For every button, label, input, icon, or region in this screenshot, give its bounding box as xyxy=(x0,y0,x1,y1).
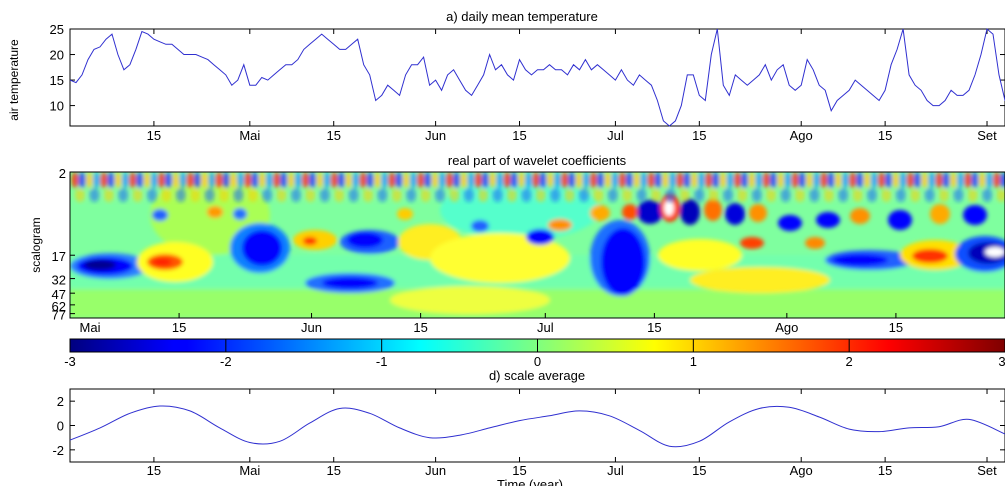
temperature-x-ticks: 15 Mai 15 Jun 15 Jul 15 Ago 15 Set xyxy=(147,29,997,143)
temperature-y-tick-label: 15 xyxy=(50,73,64,88)
temperature-x-tick-label: Jul xyxy=(607,128,624,143)
wavelet-panel: real part of wavelet coefficients scalog… xyxy=(29,153,1005,369)
temperature-y-ticks: 10 15 20 25 xyxy=(50,22,1005,114)
wavelet-y-tick-label: 32 xyxy=(52,273,66,288)
scale-average-x-tick-label: Jun xyxy=(425,463,446,478)
scale-average-x-tick-label: Set xyxy=(977,463,997,478)
scale-average-y-tick-label: -2 xyxy=(52,443,64,458)
wavelet-x-tick-label: 15 xyxy=(172,320,186,335)
scale-average-line xyxy=(69,405,1005,448)
scale-average-x-tick-label: 15 xyxy=(147,463,161,478)
temperature-x-tick-label: Set xyxy=(977,128,997,143)
scale-average-x-tick-label: 15 xyxy=(878,463,892,478)
wavelet-x-tick-label: 15 xyxy=(889,320,903,335)
wavelet-y-tick-label: 17 xyxy=(52,249,66,264)
scale-average-axes xyxy=(69,388,1005,463)
temperature-x-tick-label: 15 xyxy=(878,128,892,143)
colorbar-tick-label: 1 xyxy=(690,354,697,369)
colorbar-ticks: -3 -2 -1 0 1 2 3 xyxy=(64,339,1005,369)
temperature-x-tick-label: 15 xyxy=(147,128,161,143)
wavelet-x-ticks: Mai 15 Jun 15 Jul 15 Ago 15 xyxy=(80,313,903,335)
temperature-axes xyxy=(69,28,1005,127)
scale-average-x-tick-label: 15 xyxy=(512,463,526,478)
temperature-x-tick-label: Jun xyxy=(425,128,446,143)
wavelet-heatmap xyxy=(70,172,1005,318)
wavelet-x-tick-label: 15 xyxy=(413,320,427,335)
scale-average-panel: d) scale average -2 0 2 15 Mai 15 Jun 15 Jul 15 A… xyxy=(52,368,1005,486)
wavelet-y-tick-label: 47 xyxy=(52,287,66,302)
temperature-x-tick-label: Ago xyxy=(790,128,813,143)
temperature-x-tick-label: Mai xyxy=(239,128,260,143)
wavelet-y-tick-label: 62 xyxy=(52,299,66,314)
wavelet-y-tick-label: 77 xyxy=(52,308,66,323)
colorbar-tick-label: -2 xyxy=(220,354,232,369)
scale-average-x-tick-label: Jul xyxy=(607,463,624,478)
temperature-y-tick-label: 20 xyxy=(50,48,64,63)
temperature-x-tick-label: 15 xyxy=(692,128,706,143)
wavelet-y-tick-label: 2 xyxy=(59,166,66,181)
temperature-ylabel: air temperature xyxy=(7,39,21,121)
wavelet-x-tick-label: Jul xyxy=(537,320,554,335)
wavelet-x-tick-label: Ago xyxy=(775,320,798,335)
temperature-y-tick-label: 25 xyxy=(50,22,64,37)
scale-average-x-tick-label: Ago xyxy=(790,463,813,478)
wavelet-title: real part of wavelet coefficients xyxy=(448,153,627,168)
temperature-line xyxy=(69,28,1005,127)
wavelet-x-tick-label: Jun xyxy=(301,320,322,335)
colorbar-tick-label: 0 xyxy=(534,354,541,369)
wavelet-ylabel: scalogram xyxy=(29,217,43,272)
wavelet-x-tick-label: Mai xyxy=(80,320,101,335)
temperature-x-tick-label: 15 xyxy=(326,128,340,143)
wavelet-x-tick-label: 15 xyxy=(647,320,661,335)
colorbar-tick-label: -3 xyxy=(64,354,76,369)
scale-average-xlabel: Time (year) xyxy=(497,477,563,486)
scale-average-x-tick-label: 15 xyxy=(692,463,706,478)
scale-average-y-tick-label: 2 xyxy=(57,394,64,409)
colorbar-tick-label: 3 xyxy=(998,354,1005,369)
temperature-title: a) daily mean temperature xyxy=(446,9,598,24)
temperature-y-tick-label: 10 xyxy=(50,99,64,114)
temperature-panel: a) daily mean temperature air temperatur… xyxy=(7,9,1005,143)
scale-average-x-tick-label: Mai xyxy=(239,463,260,478)
scale-average-y-tick-label: 0 xyxy=(57,419,64,434)
wavelet-axes xyxy=(69,171,1005,319)
scale-average-x-tick-label: 15 xyxy=(326,463,340,478)
colorbar-tick-label: 2 xyxy=(846,354,853,369)
scale-average-y-ticks: -2 0 2 xyxy=(52,394,1005,458)
scale-average-title: d) scale average xyxy=(489,368,585,383)
temperature-x-tick-label: 15 xyxy=(512,128,526,143)
scale-average-x-ticks: 15 Mai 15 Jun 15 Jul 15 Ago 15 Set xyxy=(147,389,997,478)
colorbar-tick-label: -1 xyxy=(376,354,388,369)
